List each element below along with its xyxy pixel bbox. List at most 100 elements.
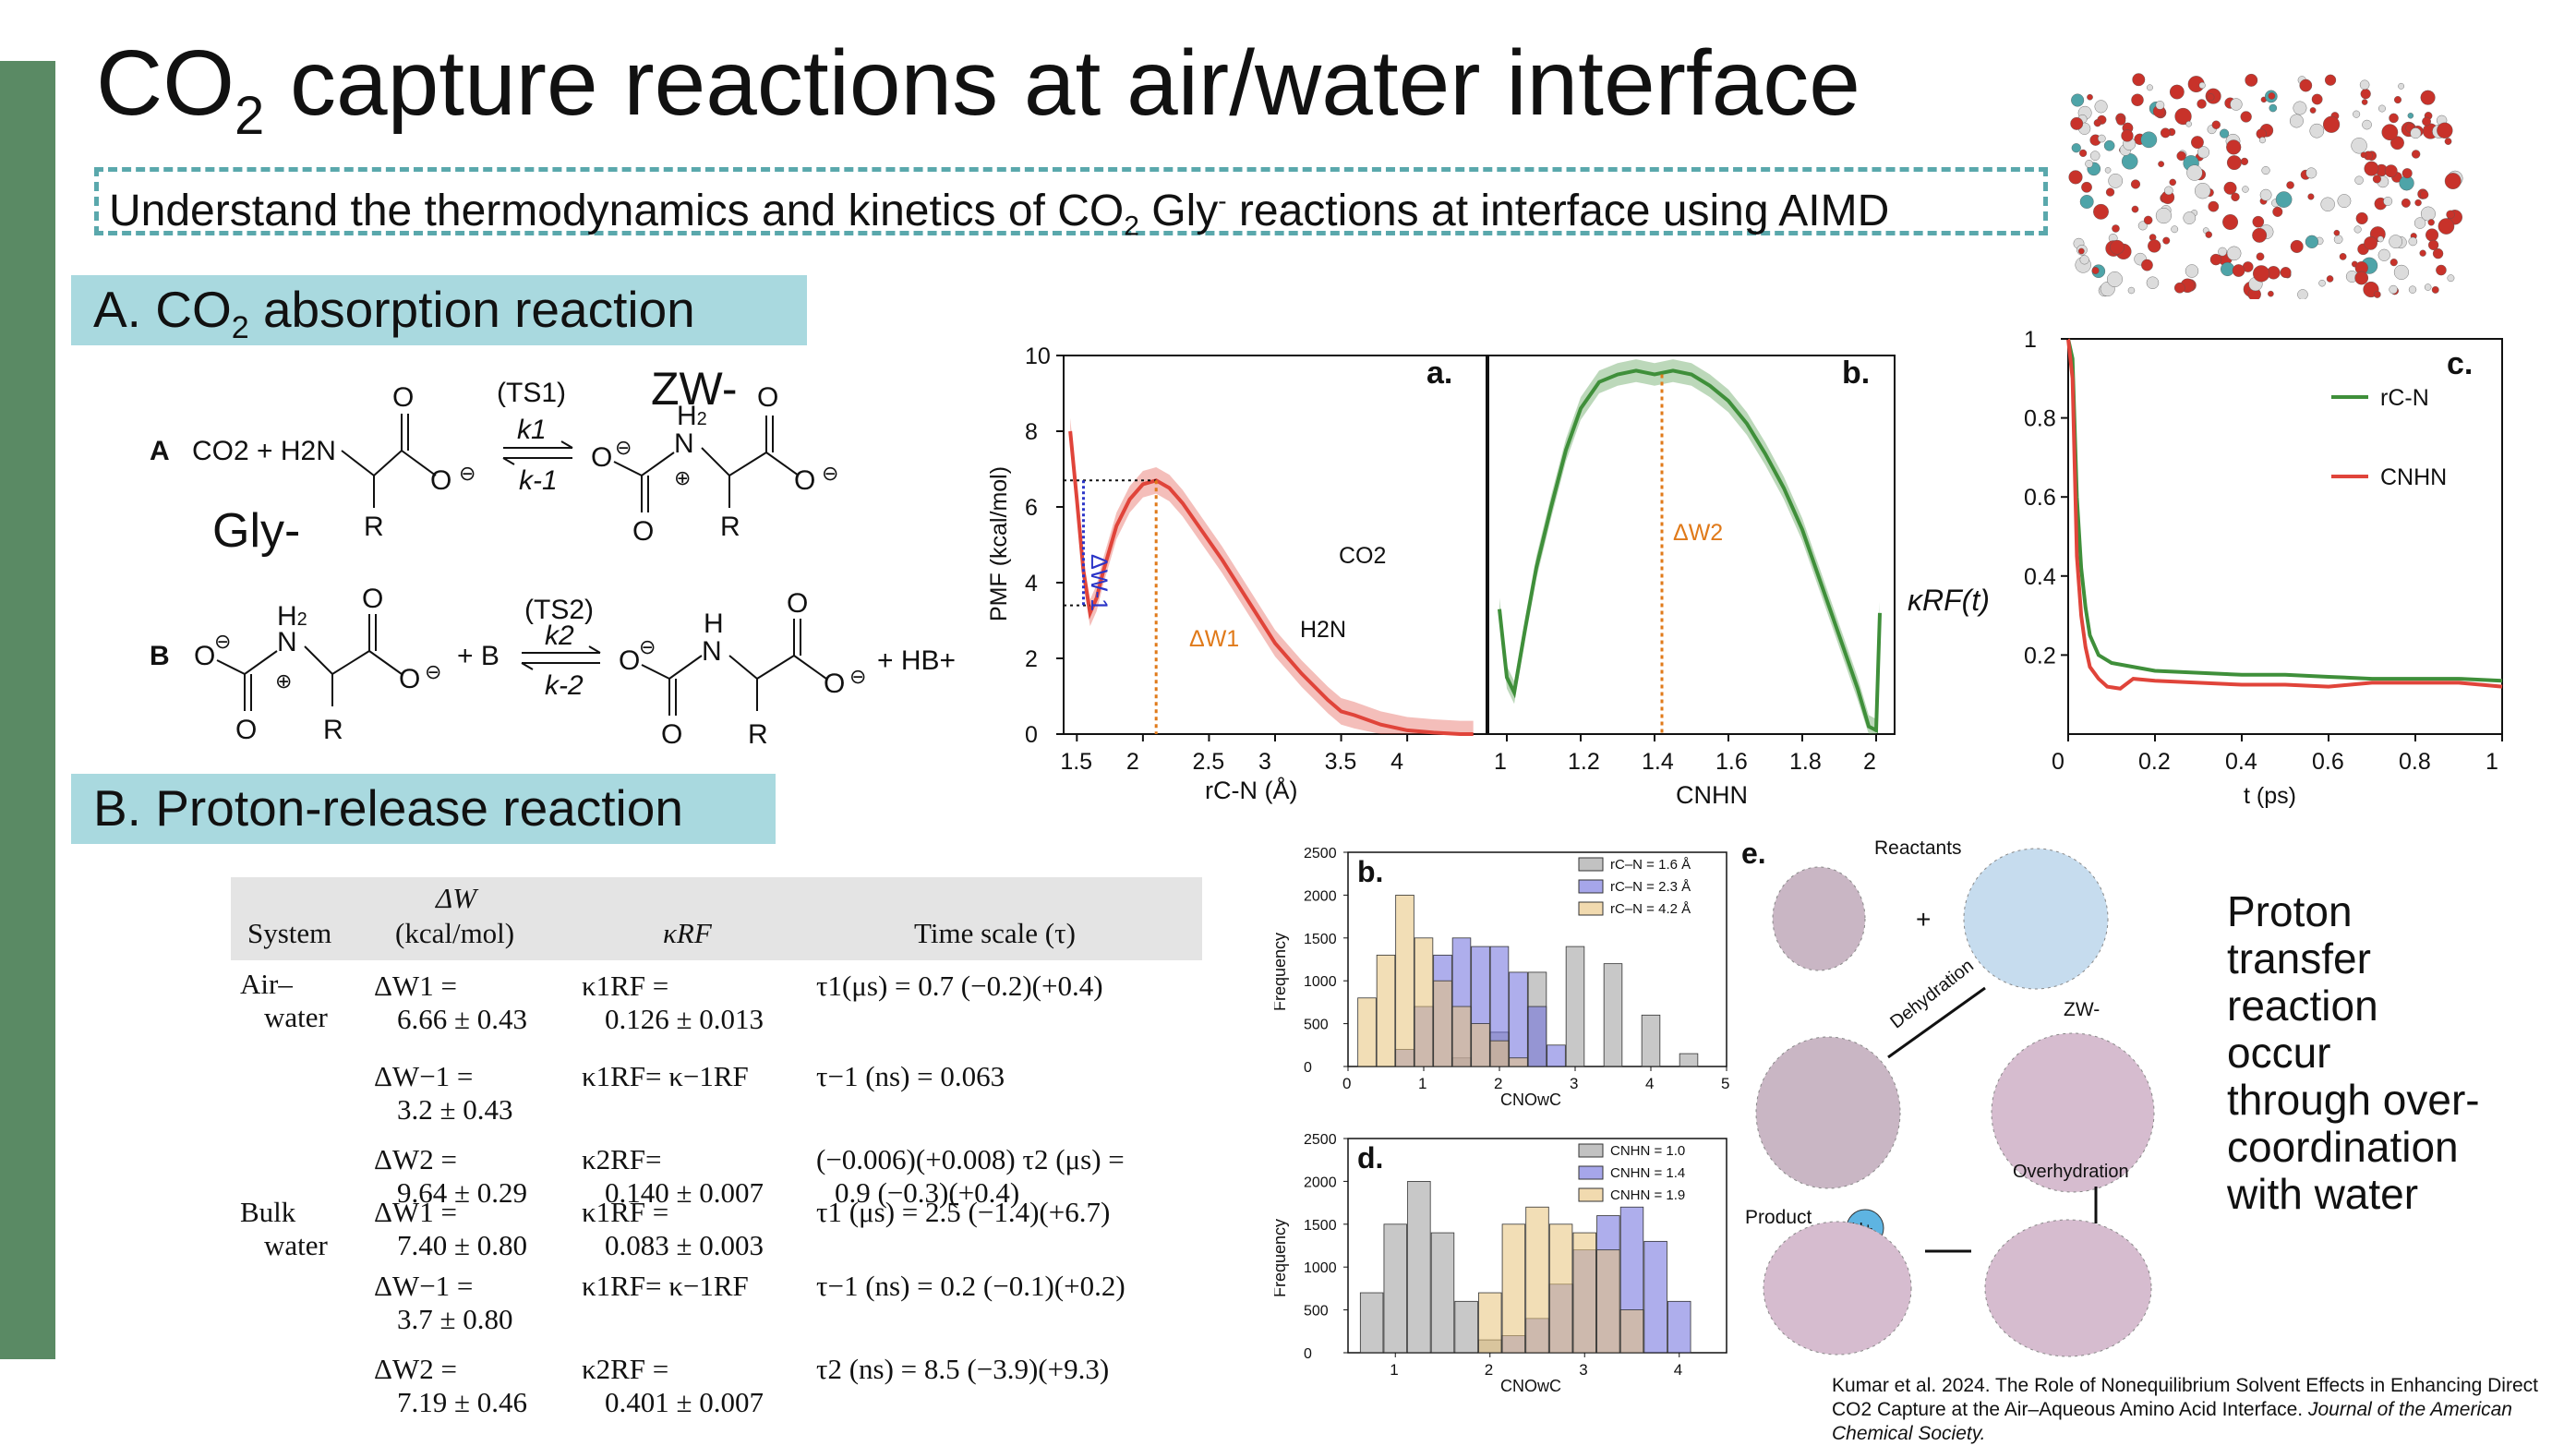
- overhydration-label: Overhydration: [2013, 1162, 2129, 1182]
- svg-text:⊖: ⊖: [459, 462, 475, 485]
- hist-d-ytick-label: 1500: [1304, 1218, 1337, 1234]
- svg-text:k1: k1: [517, 415, 547, 445]
- section-b-header: B. Proton-release reaction: [71, 774, 776, 844]
- hist-d-legend-label: CNHN = 1.4: [1610, 1165, 1685, 1181]
- svg-text:k2: k2: [545, 621, 574, 651]
- hist-d-xtick-label: 2: [1485, 1361, 1493, 1379]
- hist-d-xtick-label: 4: [1674, 1361, 1682, 1379]
- hist-d-bar: [1643, 1240, 1667, 1354]
- svg-text:+: +: [1916, 905, 1931, 934]
- svg-text:O: O: [757, 382, 778, 413]
- svg-text:O: O: [430, 465, 451, 496]
- pmf-a-dw1-label: ΔW1: [1189, 626, 1239, 652]
- hist-b-xtick-label: 4: [1645, 1075, 1654, 1092]
- hist-b-xtick-label: 2: [1494, 1075, 1502, 1092]
- hist-d-xlabel: CNOwC: [1500, 1377, 1561, 1395]
- hist-b-legend-label: rC–N = 1.6 Å: [1610, 857, 1691, 873]
- hist-d-xtick-label: 1: [1390, 1361, 1398, 1379]
- svg-text:O: O: [632, 516, 654, 547]
- table-cell-dw-label: ΔW−1 =: [374, 1060, 474, 1092]
- hist-d-bar: [1407, 1181, 1431, 1354]
- pmf-a-xtick-label: 4: [1390, 749, 1403, 775]
- hist-b-legend-label: rC–N = 2.3 Å: [1610, 879, 1691, 895]
- svg-text:⊕: ⊕: [275, 669, 292, 693]
- svg-text:H: H: [704, 609, 724, 639]
- hist-d-bar: [1501, 1223, 1526, 1354]
- table-cell-kappa-value: 0.140 ± 0.007: [605, 1176, 764, 1209]
- subtitle: Understand the thermodynamics and kineti…: [109, 187, 1890, 242]
- svg-text:O: O: [399, 664, 420, 694]
- sidebar-accent: [0, 61, 55, 1359]
- pmf-a-xtick-label: 3.5: [1325, 749, 1357, 775]
- kappa-legend-label: rC-N: [2380, 385, 2429, 411]
- svg-text:k-1: k-1: [519, 465, 558, 496]
- hist-b-xtick-label: 5: [1721, 1075, 1729, 1092]
- hist-b-bar: [1641, 1014, 1661, 1067]
- reactants-label: Reactants: [1874, 837, 1962, 859]
- zw-label: ZW-: [651, 363, 737, 415]
- svg-text:R: R: [720, 512, 740, 542]
- hist-b-bar: [1565, 946, 1585, 1067]
- svg-text:O: O: [392, 382, 414, 413]
- table-cell-kappa-label: κ1RF= κ−1RF: [582, 1060, 749, 1092]
- svg-text:⊖: ⊖: [849, 665, 866, 688]
- hist-b-bar: [1376, 954, 1396, 1067]
- hist-b-legend-swatch: [1578, 901, 1604, 916]
- hist-b-ytick-label: 2500: [1304, 846, 1337, 862]
- hist-b-ytick-label: 500: [1304, 1018, 1329, 1033]
- pmf-b-xtick-label: 1.2: [1568, 749, 1600, 775]
- table-cell-dw-label: ΔW2 =: [374, 1353, 457, 1385]
- pmf-a-band: [1070, 417, 1474, 734]
- hist-d-bar: [1572, 1232, 1596, 1354]
- table-cell-timescale: τ2 (ns) = 8.5 (−3.9)(+9.3): [816, 1353, 1110, 1385]
- gly-label: Gly-: [212, 504, 300, 558]
- table-header: [231, 877, 1202, 960]
- svg-text:N: N: [702, 636, 722, 667]
- hist-b-xlabel: CNOwC: [1500, 1091, 1561, 1109]
- svg-text:⊖: ⊖: [214, 630, 231, 653]
- svg-text:O: O: [824, 669, 845, 699]
- pmf-a-xtick-label: 3: [1258, 749, 1271, 775]
- slide-title: CO2 capture reactions at air/water inter…: [96, 31, 1860, 146]
- hist-b-bar: [1357, 997, 1377, 1067]
- hist-d-xtick-label: 3: [1579, 1361, 1587, 1379]
- hist-b-bar: [1471, 1023, 1490, 1067]
- hist-b-ytick-label: 1500: [1304, 932, 1337, 947]
- hist-d-ytick-label: 0: [1304, 1346, 1312, 1362]
- table-cell-timescale: τ−1 (ns) = 0.2 (−0.1)(+0.2): [816, 1270, 1125, 1302]
- pmf-chart-ab: 1.5 2 2.5 3 3.5 4 0 2 4 6 8 10 PMF (kcal/mol) rC-N (Å…: [986, 343, 1896, 809]
- subtitle-box: [94, 167, 2048, 235]
- table-cell-timescale: τ1 (μs) = 2.5 (−1.4)(+6.7): [816, 1196, 1111, 1228]
- hist-b-xtick-label: 3: [1570, 1075, 1578, 1092]
- pmf-a-ytick-label: 8: [1025, 419, 1038, 445]
- hist-d-bar: [1359, 1292, 1384, 1354]
- kappa-ytick-label: 0.8: [2024, 406, 2056, 432]
- header-dw: ΔW: [436, 882, 477, 914]
- table-cell-kappa-label: κ2RF =: [582, 1353, 669, 1385]
- hist-b-bar: [1451, 1006, 1472, 1067]
- hist-d-ytick-label: 1000: [1304, 1260, 1337, 1276]
- kappa-series-line: [2066, 338, 2503, 683]
- pmf-b-xtick-label: 1: [1494, 749, 1507, 775]
- pmf-b-band: [1499, 359, 1880, 734]
- system-air: Air–: [240, 968, 293, 1000]
- kappa-series-line: [2066, 338, 2503, 691]
- ts1-label: (TS1): [497, 378, 566, 408]
- table-cell-timescale: (−0.006)(+0.008) τ2 (μs) =: [816, 1143, 1125, 1175]
- svg-text:R: R: [364, 512, 384, 542]
- hist-d-bar: [1383, 1223, 1407, 1354]
- kappa-ytick-label: 0.6: [2024, 485, 2056, 511]
- hist-b-bar: [1433, 980, 1452, 1067]
- histogram-chart-d: 1 2 3 4 0 500 1000 1500 2000 2500 Frequency CNOwC d.…: [1274, 1132, 1727, 1395]
- system-bulk: Bulk: [240, 1196, 296, 1228]
- svg-text:⊖: ⊖: [425, 660, 441, 683]
- table-cell-kappa-value: 0.401 ± 0.007: [605, 1386, 764, 1418]
- pmf-a-xtick-label: 1.5: [1060, 749, 1092, 775]
- mechanism-schematic: e. Reactants + Dehydration ZW- Overhydra…: [1741, 837, 2155, 1357]
- table-cell-dw-label: ΔW1 =: [374, 1196, 457, 1228]
- hist-b-ytick-label: 0: [1304, 1060, 1312, 1076]
- kappa-xtick-label: 0.4: [2225, 749, 2257, 775]
- pmf-a-ytick-label: 4: [1025, 571, 1038, 596]
- hist-d-legend-label: CNHN = 1.0: [1610, 1143, 1685, 1159]
- svg-text:O: O: [194, 641, 215, 671]
